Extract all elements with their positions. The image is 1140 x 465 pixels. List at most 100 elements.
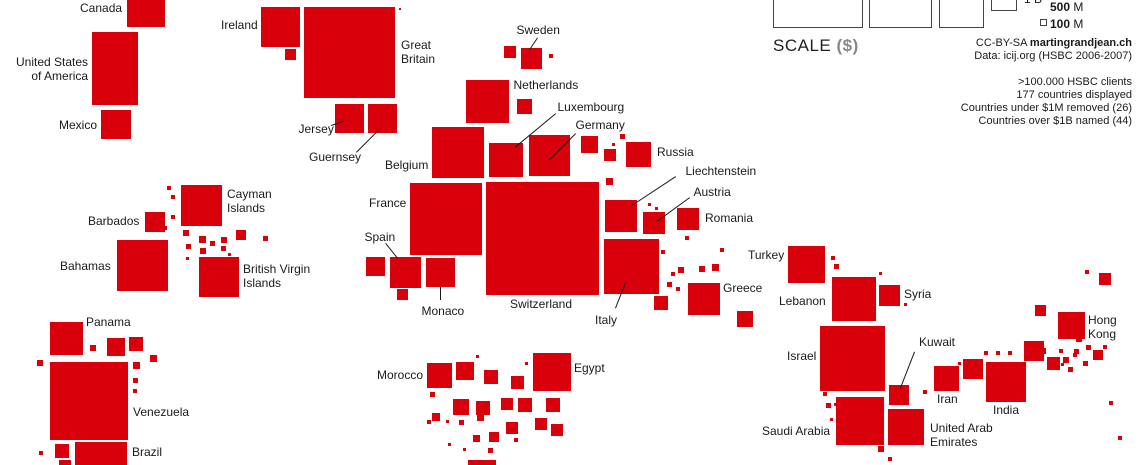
label-cayman-islands: Cayman Islands bbox=[227, 187, 272, 215]
square-small-2 bbox=[399, 8, 401, 10]
square-small-36 bbox=[221, 246, 226, 251]
label-egypt: Egypt bbox=[574, 361, 605, 375]
square-small-57 bbox=[501, 398, 513, 410]
label-turkey: Turkey bbox=[748, 248, 785, 262]
square-small-4 bbox=[549, 54, 553, 58]
square-small-107 bbox=[958, 362, 961, 365]
label-monaco: Monaco bbox=[421, 304, 465, 318]
square-syria bbox=[879, 285, 900, 306]
label-italy: Italy bbox=[595, 313, 618, 327]
square-small-48 bbox=[37, 360, 43, 366]
square-small-9 bbox=[612, 143, 615, 146]
scale-unit: ($) bbox=[836, 36, 859, 55]
square-turkey bbox=[788, 246, 825, 283]
square-belgium bbox=[432, 127, 484, 178]
square-small-20 bbox=[712, 264, 719, 271]
square-morocco bbox=[427, 363, 452, 388]
square-small-96 bbox=[1086, 345, 1091, 350]
label-russia: Russia bbox=[657, 145, 694, 159]
square-small-41 bbox=[107, 338, 125, 356]
square-venezuela bbox=[50, 362, 128, 440]
square-small-67 bbox=[506, 422, 518, 434]
square-france bbox=[410, 183, 482, 255]
square-small-34 bbox=[186, 244, 191, 249]
label-united-arab-emirates: United Arab Emirates bbox=[930, 421, 993, 449]
scale-title: SCALE ($) bbox=[773, 36, 859, 55]
square-small-79 bbox=[904, 303, 907, 306]
square-romania bbox=[677, 208, 699, 230]
square-small-93 bbox=[1040, 348, 1046, 354]
square-great-britain bbox=[304, 7, 395, 98]
square-small-30 bbox=[210, 241, 215, 246]
square-netherlands bbox=[466, 80, 509, 123]
label-lebanon: Lebanon bbox=[779, 294, 826, 308]
square-small-90 bbox=[1024, 341, 1044, 361]
label-british-virgin-islands: British Virgin Islands bbox=[243, 262, 311, 290]
square-small-61 bbox=[432, 413, 440, 421]
square-small-104 bbox=[996, 351, 1000, 355]
square-small-17 bbox=[667, 282, 672, 287]
square-small-15 bbox=[654, 296, 668, 310]
square-mexico bbox=[101, 110, 131, 139]
square-small-45 bbox=[133, 362, 140, 369]
square-small-47 bbox=[133, 389, 137, 393]
label-venezuela: Venezuela bbox=[133, 405, 190, 419]
square-british-virgin-islands bbox=[199, 257, 239, 297]
square-small-43 bbox=[90, 345, 96, 351]
square-ireland bbox=[261, 7, 300, 47]
square-small-88 bbox=[888, 457, 892, 461]
square-guernsey bbox=[368, 104, 397, 133]
label-kuwait: Kuwait bbox=[919, 335, 956, 349]
label-saudi-arabia: Saudi Arabia bbox=[762, 424, 831, 438]
square-saudi-arabia bbox=[836, 397, 884, 445]
square-canada bbox=[127, 0, 165, 27]
square-small-83 bbox=[826, 403, 831, 408]
square-small-7 bbox=[604, 149, 616, 161]
square-austria bbox=[643, 212, 665, 234]
note-named: Countries over $1B named (44) bbox=[978, 115, 1132, 127]
square-small-39 bbox=[167, 186, 171, 190]
square-small-64 bbox=[477, 414, 484, 421]
label-belgium: Belgium bbox=[385, 158, 429, 172]
square-iran bbox=[934, 366, 959, 391]
square-small-54 bbox=[511, 376, 524, 389]
square-small-53 bbox=[484, 370, 498, 384]
label-united-states-of-america: United States of America bbox=[16, 55, 89, 83]
square-greece bbox=[688, 283, 720, 315]
square-small-32 bbox=[236, 230, 246, 240]
square-small-65 bbox=[473, 435, 480, 442]
square-small-73 bbox=[463, 448, 466, 451]
square-small-28 bbox=[183, 230, 189, 236]
square-small-46 bbox=[133, 378, 138, 383]
square-small-76 bbox=[445, 366, 448, 369]
label-germany: Germany bbox=[575, 118, 625, 132]
square-small-80 bbox=[879, 272, 882, 275]
label-spain: Spain bbox=[364, 230, 396, 244]
square-small-89 bbox=[963, 359, 983, 379]
square-small-35 bbox=[200, 248, 206, 254]
note-countries: 177 countries displayed bbox=[1016, 89, 1132, 101]
square-small-112 bbox=[1073, 353, 1077, 357]
square-monaco bbox=[426, 258, 455, 287]
square-small-12 bbox=[648, 203, 651, 206]
square-small-106 bbox=[1008, 351, 1012, 355]
square-small-109 bbox=[1109, 401, 1113, 405]
square-germany bbox=[529, 135, 570, 176]
label-bahamas: Bahamas bbox=[60, 259, 111, 273]
square-small-50 bbox=[55, 444, 69, 458]
square-small-60 bbox=[430, 392, 435, 397]
square-switzerland bbox=[486, 182, 599, 295]
square-small-66 bbox=[489, 432, 499, 442]
label-morocco: Morocco bbox=[377, 368, 424, 382]
square-small-3 bbox=[504, 46, 516, 58]
scale-box-100m bbox=[1040, 19, 1047, 26]
square-small-1 bbox=[285, 49, 296, 60]
scale-box-1b-c bbox=[939, 0, 984, 28]
square-small-110 bbox=[1118, 436, 1122, 440]
label-iran: Iran bbox=[937, 392, 958, 406]
square-small-68 bbox=[535, 418, 547, 430]
square-small-77 bbox=[476, 355, 479, 358]
scale-box-1b-b bbox=[869, 0, 932, 28]
square-cayman-islands bbox=[181, 185, 222, 226]
square-united-arab-emirates bbox=[888, 409, 924, 445]
